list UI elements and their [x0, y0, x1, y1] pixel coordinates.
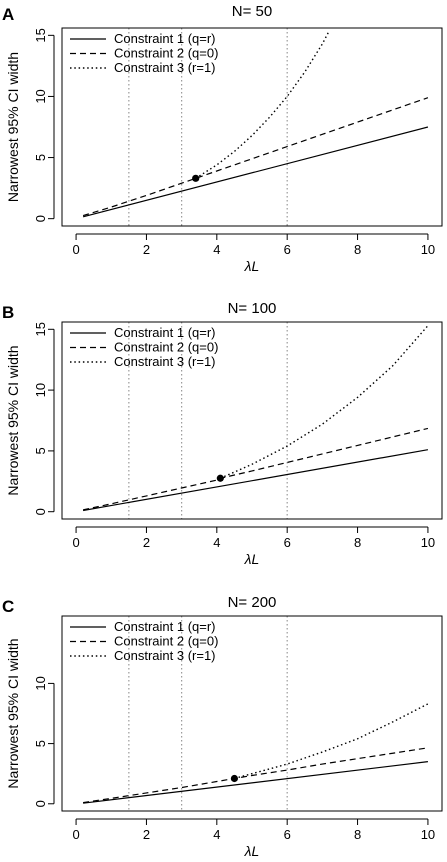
- chart-panel-a: A N= 50 0 2 4 6 8 10 0 5 10 15 λL Narrowest 95% CI wi…: [2, 3, 443, 274]
- series-line-constraint-2: [83, 747, 429, 804]
- series-line-constraint-1: [83, 761, 429, 804]
- x-tick-label: 8: [354, 827, 361, 842]
- optimum-point: [230, 774, 239, 783]
- x-axis-label: λL: [244, 258, 260, 274]
- y-tick-label: 10: [33, 676, 48, 690]
- series-line-constraint-3: [234, 703, 429, 780]
- legend-label-constraint-1: Constraint 1 (q=r): [114, 325, 216, 340]
- y-tick-label: 5: [33, 447, 48, 454]
- y-tick-label: 10: [33, 383, 48, 397]
- chart-panel-c: C N= 200 0 2 4 6 8 10 0 5 10 λL Narrowest 95% CI wid…: [2, 594, 443, 859]
- x-tick-label: 4: [213, 827, 220, 842]
- legend-label-constraint-1: Constraint 1 (q=r): [114, 619, 216, 634]
- chart-title: N= 100: [228, 300, 277, 317]
- series-line-constraint-3: [220, 325, 429, 479]
- y-tick-label: 15: [33, 322, 48, 336]
- x-tick-label: 8: [354, 535, 361, 550]
- legend-label-constraint-2: Constraint 2 (q=0): [114, 340, 218, 355]
- series-line-constraint-1: [83, 449, 429, 512]
- y-tick-label: 5: [33, 154, 48, 161]
- legend-label-constraint-3: Constraint 3 (r=1): [114, 648, 216, 663]
- series-line-constraint-2: [82, 97, 429, 217]
- series-line-constraint-2: [82, 427, 429, 511]
- legend-label-constraint-3: Constraint 3 (r=1): [114, 354, 216, 369]
- x-tick-label: 10: [421, 827, 435, 842]
- x-tick-label: 2: [143, 242, 150, 257]
- x-tick-label: 10: [421, 535, 435, 550]
- legend-label-constraint-2: Constraint 2 (q=0): [114, 634, 218, 649]
- y-axis-label: Narrowest 95% CI width: [5, 52, 21, 202]
- x-tick-label: 6: [284, 242, 291, 257]
- x-tick-label: 0: [72, 535, 79, 550]
- panel-label: B: [2, 303, 14, 322]
- chart-title: N= 200: [228, 594, 277, 611]
- legend-label-constraint-1: Constraint 1 (q=r): [114, 31, 216, 46]
- x-tick-label: 4: [213, 242, 220, 257]
- x-tick-label: 8: [354, 242, 361, 257]
- y-tick-label: 0: [33, 215, 48, 222]
- optimum-point: [216, 474, 224, 482]
- y-axis-label: Narrowest 95% CI width: [5, 345, 21, 495]
- x-tick-label: 10: [421, 242, 435, 257]
- x-tick-label: 0: [72, 827, 79, 842]
- plot-frame: [61, 615, 443, 812]
- plot-frame: [61, 321, 443, 520]
- chart-panel-b: B N= 100 0 2 4 6 8 10 0 5 10 15 λL Narrowest 95% CI w…: [2, 300, 443, 567]
- y-tick-label: 10: [33, 89, 48, 103]
- series-line-constraint-1: [82, 126, 429, 218]
- x-tick-label: 4: [213, 535, 220, 550]
- x-tick-label: 2: [143, 827, 150, 842]
- x-tick-label: 2: [143, 535, 150, 550]
- y-axis-label: Narrowest 95% CI width: [5, 638, 21, 788]
- y-tick-label: 15: [33, 28, 48, 42]
- optimum-point: [192, 174, 200, 182]
- panel-label: A: [2, 5, 14, 24]
- x-axis-label: λL: [244, 843, 260, 859]
- y-tick-label: 0: [33, 800, 48, 807]
- x-tick-label: 6: [284, 535, 291, 550]
- plot-frame: [61, 27, 443, 227]
- legend-label-constraint-3: Constraint 3 (r=1): [114, 60, 216, 75]
- x-axis-label: λL: [244, 551, 260, 567]
- panel-label: C: [2, 597, 14, 616]
- y-tick-label: 5: [33, 740, 48, 747]
- chart-title: N= 50: [232, 3, 272, 20]
- legend-label-constraint-2: Constraint 2 (q=0): [114, 46, 218, 61]
- x-tick-label: 0: [72, 242, 79, 257]
- x-tick-label: 6: [284, 827, 291, 842]
- y-tick-label: 0: [33, 508, 48, 515]
